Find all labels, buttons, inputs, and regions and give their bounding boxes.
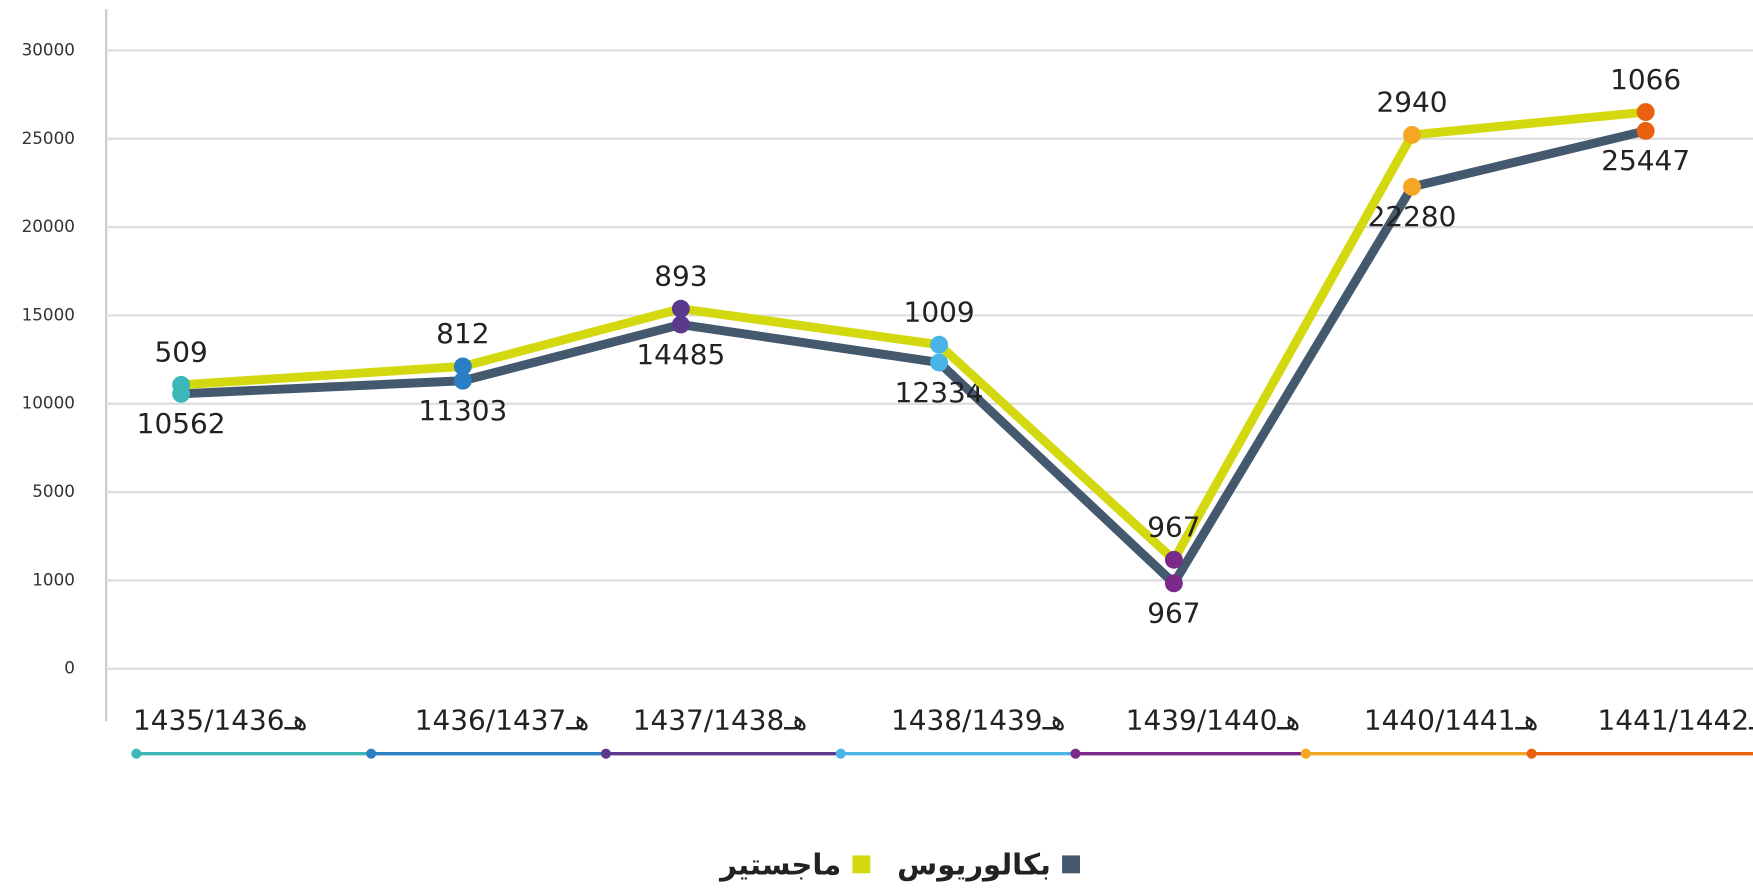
timeline-dot [835, 748, 846, 759]
data-point [1164, 550, 1183, 569]
data-point [930, 335, 949, 354]
data-point [1164, 574, 1183, 593]
data-point [453, 357, 472, 376]
data-label: 11303 [418, 394, 507, 427]
data-label: 14485 [636, 338, 725, 371]
timeline-dot [131, 748, 142, 759]
x-tick-label: 1435/1436هـ [133, 703, 308, 736]
y-tick-label: 25000 [22, 128, 75, 148]
data-label: 2940 [1376, 86, 1447, 119]
x-tick-label: 1436/1437هـ [415, 703, 590, 736]
data-label: 893 [654, 259, 707, 292]
data-label: 509 [154, 336, 207, 369]
data-label: 22280 [1368, 200, 1457, 233]
data-point [172, 375, 191, 394]
legend-label: ماجستير [718, 848, 841, 882]
y-tick-label: 30000 [22, 39, 75, 59]
data-point [930, 353, 949, 372]
data-point [671, 315, 690, 334]
y-tick-label: 15000 [22, 304, 75, 324]
timeline-dot [366, 748, 377, 759]
x-tick-label: 1437/1438هـ [633, 703, 808, 736]
legend-swatch [1062, 855, 1080, 874]
legend: بكالوريوس ماجستير [718, 848, 1080, 882]
data-label: 1009 [904, 295, 975, 328]
data-label: 1066 [1610, 63, 1681, 96]
y-tick-label: 1000 [32, 569, 75, 589]
data-label: 10562 [137, 407, 226, 440]
data-label: 812 [436, 317, 489, 350]
series-line [180, 126, 1647, 588]
data-label: 967 [1147, 510, 1200, 543]
y-tick-label: 20000 [22, 216, 75, 236]
data-label: 25447 [1601, 144, 1690, 177]
legend-swatch [852, 855, 871, 874]
legend-label: بكالوريوس [897, 848, 1051, 882]
y-tick-label: 5000 [32, 481, 75, 501]
timeline-dot [1070, 748, 1081, 759]
data-point [1636, 121, 1655, 140]
y-tick-label: 10000 [22, 393, 75, 413]
y-tick-label: 0 [64, 658, 75, 678]
timeline-dot [1526, 748, 1537, 759]
x-tick-label: 1440/1441هـ [1364, 703, 1539, 736]
x-tick-label: 1439/1440هـ [1126, 703, 1301, 736]
data-point [453, 371, 472, 390]
data-point [1403, 125, 1421, 144]
data-point [671, 299, 690, 318]
x-tick-label: 1441/1442هـ [1598, 703, 1753, 736]
data-point [1636, 103, 1655, 122]
data-point [1403, 177, 1421, 196]
x-tick-label: 1438/1439هـ [891, 703, 1066, 736]
timeline-dot [1300, 748, 1311, 759]
timeline-dot [600, 748, 611, 759]
data-label: 12334 [895, 376, 984, 409]
data-label: 967 [1147, 597, 1200, 630]
